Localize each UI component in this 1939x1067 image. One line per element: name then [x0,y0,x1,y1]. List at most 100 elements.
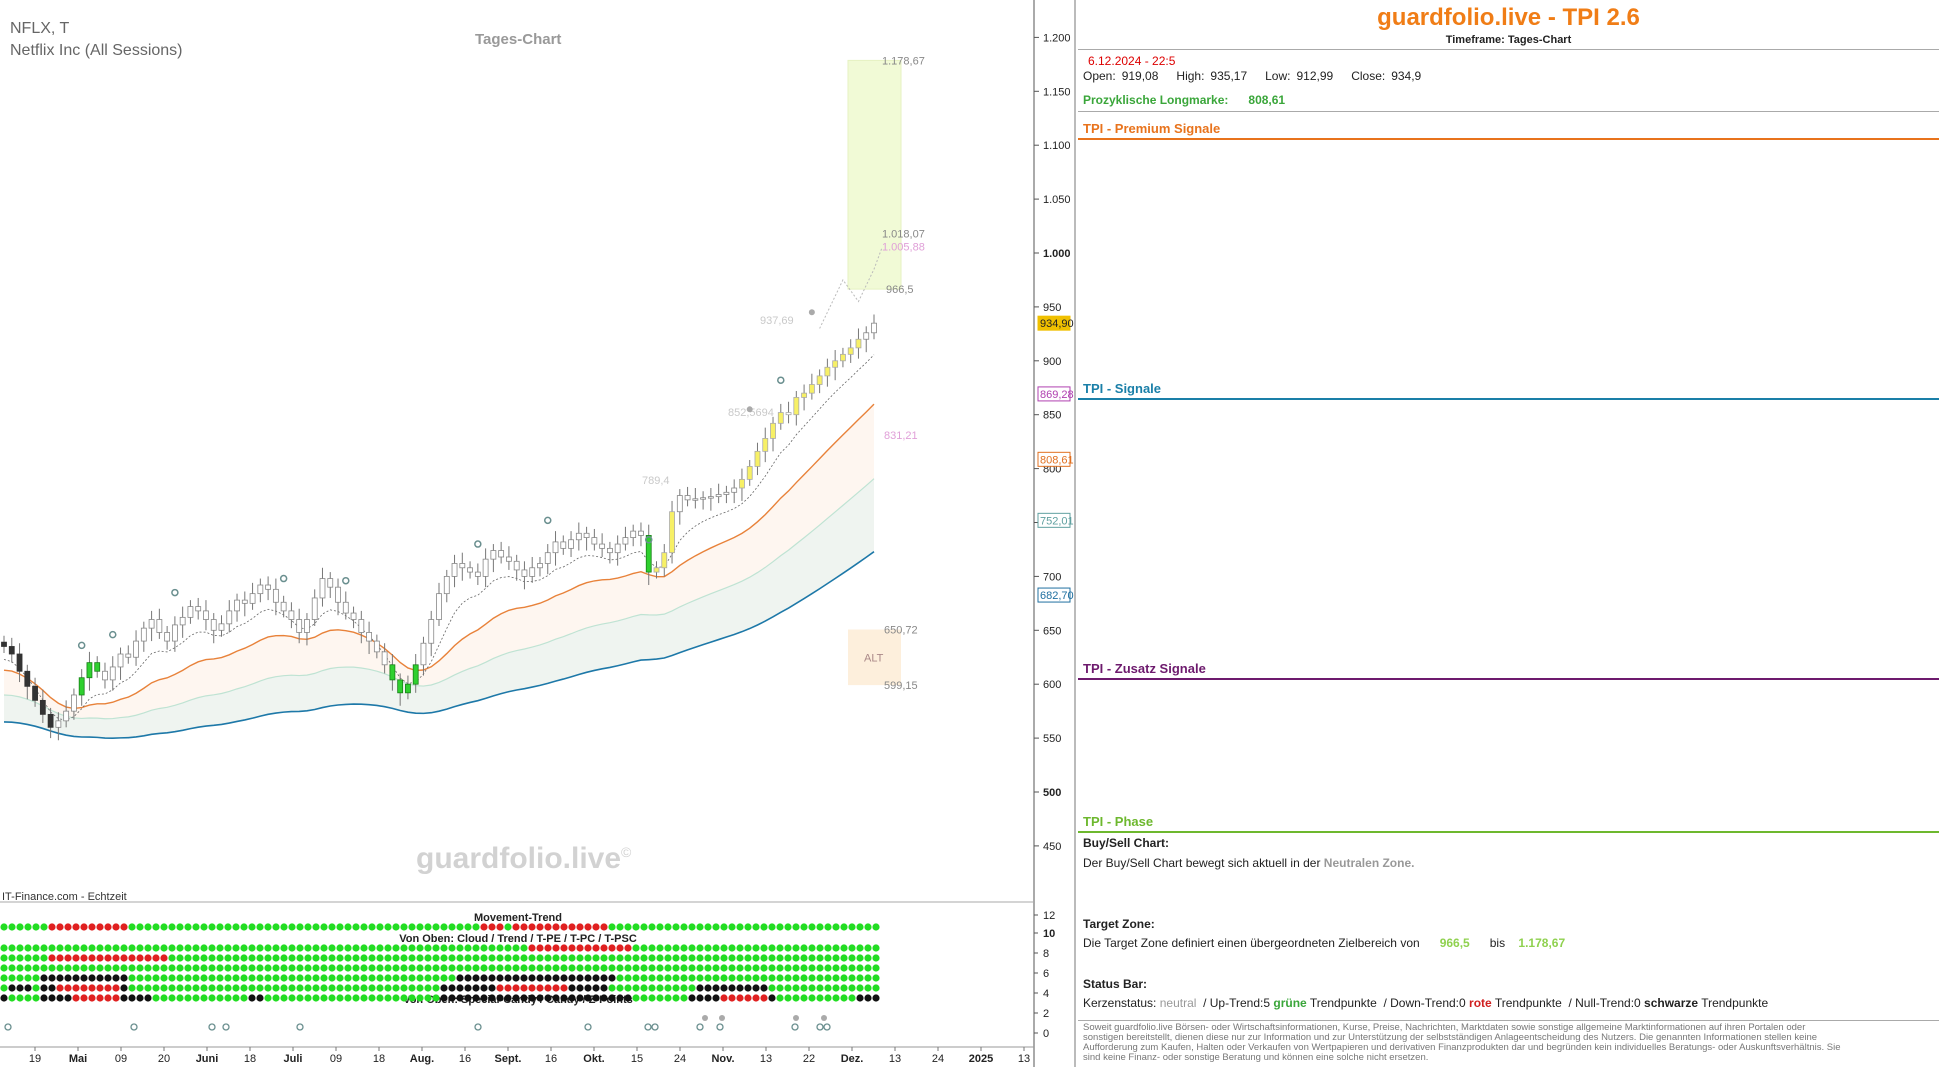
trend-dot [136,984,144,992]
trend-dot [48,964,56,972]
trend-dot [712,923,720,931]
trend-dot [104,944,112,952]
trend-dot [104,923,112,931]
trend-dot [632,974,640,982]
candle [39,699,46,715]
candle [474,571,481,577]
candle [521,569,528,577]
trend-dot [480,923,488,931]
trend-dot [872,944,880,952]
candle [801,392,807,398]
trend-dot [272,984,280,992]
trend-dot [384,964,392,972]
trend-dot [120,994,128,1002]
trend-dot [584,954,592,962]
trend-dot [840,994,848,1002]
trend-dot [328,994,336,1002]
instrument-name: Netflix Inc (All Sessions) [10,42,183,59]
candle [459,563,466,569]
y-tick-label: 850 [1043,410,1061,422]
candle [692,498,699,501]
trend-dot [0,984,8,992]
price-chart[interactable]: 1.3501.3001.2501.2001.1501.1001.0501.000… [0,0,1078,1067]
candle [731,487,738,493]
trend-dot [744,964,752,972]
trend-dot [192,984,200,992]
trend-dot [488,964,496,972]
trend-dot [672,974,680,982]
trend-dot [472,984,480,992]
trend-dot [216,923,224,931]
trend-dot [448,923,456,931]
trend-dot [808,954,816,962]
trend-dot [288,954,296,962]
trend-dot [112,984,120,992]
candle [606,547,613,554]
trend-dot [512,923,520,931]
trend-dot [832,984,840,992]
trend-dot [96,974,104,982]
candle [140,627,147,642]
trend-dot [376,974,384,982]
trend-dot [352,994,360,1002]
candle [723,491,730,495]
trend-dot [464,974,472,982]
trend-dot [176,974,184,982]
trend-dot [128,964,136,972]
trend-dot [360,994,368,1002]
trend-dot [592,964,600,972]
trend-dot [392,964,400,972]
trend-dot [312,923,320,931]
target-title: Target Zone: [1083,917,1155,931]
candle [645,535,652,573]
chart-area[interactable]: 1.3501.3001.2501.2001.1501.1001.0501.000… [0,0,1078,1067]
trend-dot [688,954,696,962]
trend-dot [848,974,856,982]
trend-dot [16,923,24,931]
y-tick-label: 1.000 [1043,248,1071,260]
trend-dot [688,964,696,972]
trend-dot [600,994,608,1002]
trend-dot [400,944,408,952]
trend-dot [456,994,464,1002]
data-source-label: IT-Finance.com - Echtzeit [2,891,127,903]
trend-dot [400,994,408,1002]
trend-dot [392,984,400,992]
trend-dot [176,923,184,931]
panel-subtitle: Timeframe: Tages-Chart [1445,34,1572,46]
trend-dot [776,964,784,972]
candle [754,450,761,467]
candle [397,679,404,694]
trend-dot [56,923,64,931]
trend-dot [808,923,816,931]
trend-dot [416,954,424,962]
x-tick-label: Juli [284,1053,303,1065]
trend-dot [496,954,504,962]
trend-dot [56,964,64,972]
trend-dot [224,923,232,931]
trend-dot [104,994,112,1002]
z-point [208,1023,216,1031]
candle [746,466,753,480]
trend-dot [152,923,160,931]
trend-dot [544,974,552,982]
trend-dot [296,974,304,982]
trend-dot [872,974,880,982]
trend-dot [872,954,880,962]
trend-dot [584,923,592,931]
trend-dot [88,974,96,982]
trend-dot [392,954,400,962]
trend-dot [128,923,136,931]
trend-dot [568,944,576,952]
trend-dot [776,984,784,992]
trend-dot [544,923,552,931]
trend-dot [72,984,80,992]
disclaimer: Soweit guardfolio.live Börsen- oder Wirt… [1083,1022,1841,1063]
divider [1078,1020,1939,1021]
trend-dot [248,984,256,992]
trend-dot [280,944,288,952]
trend-dot [448,954,456,962]
trend-dot [640,964,648,972]
candle [575,532,582,541]
candle [218,623,225,631]
